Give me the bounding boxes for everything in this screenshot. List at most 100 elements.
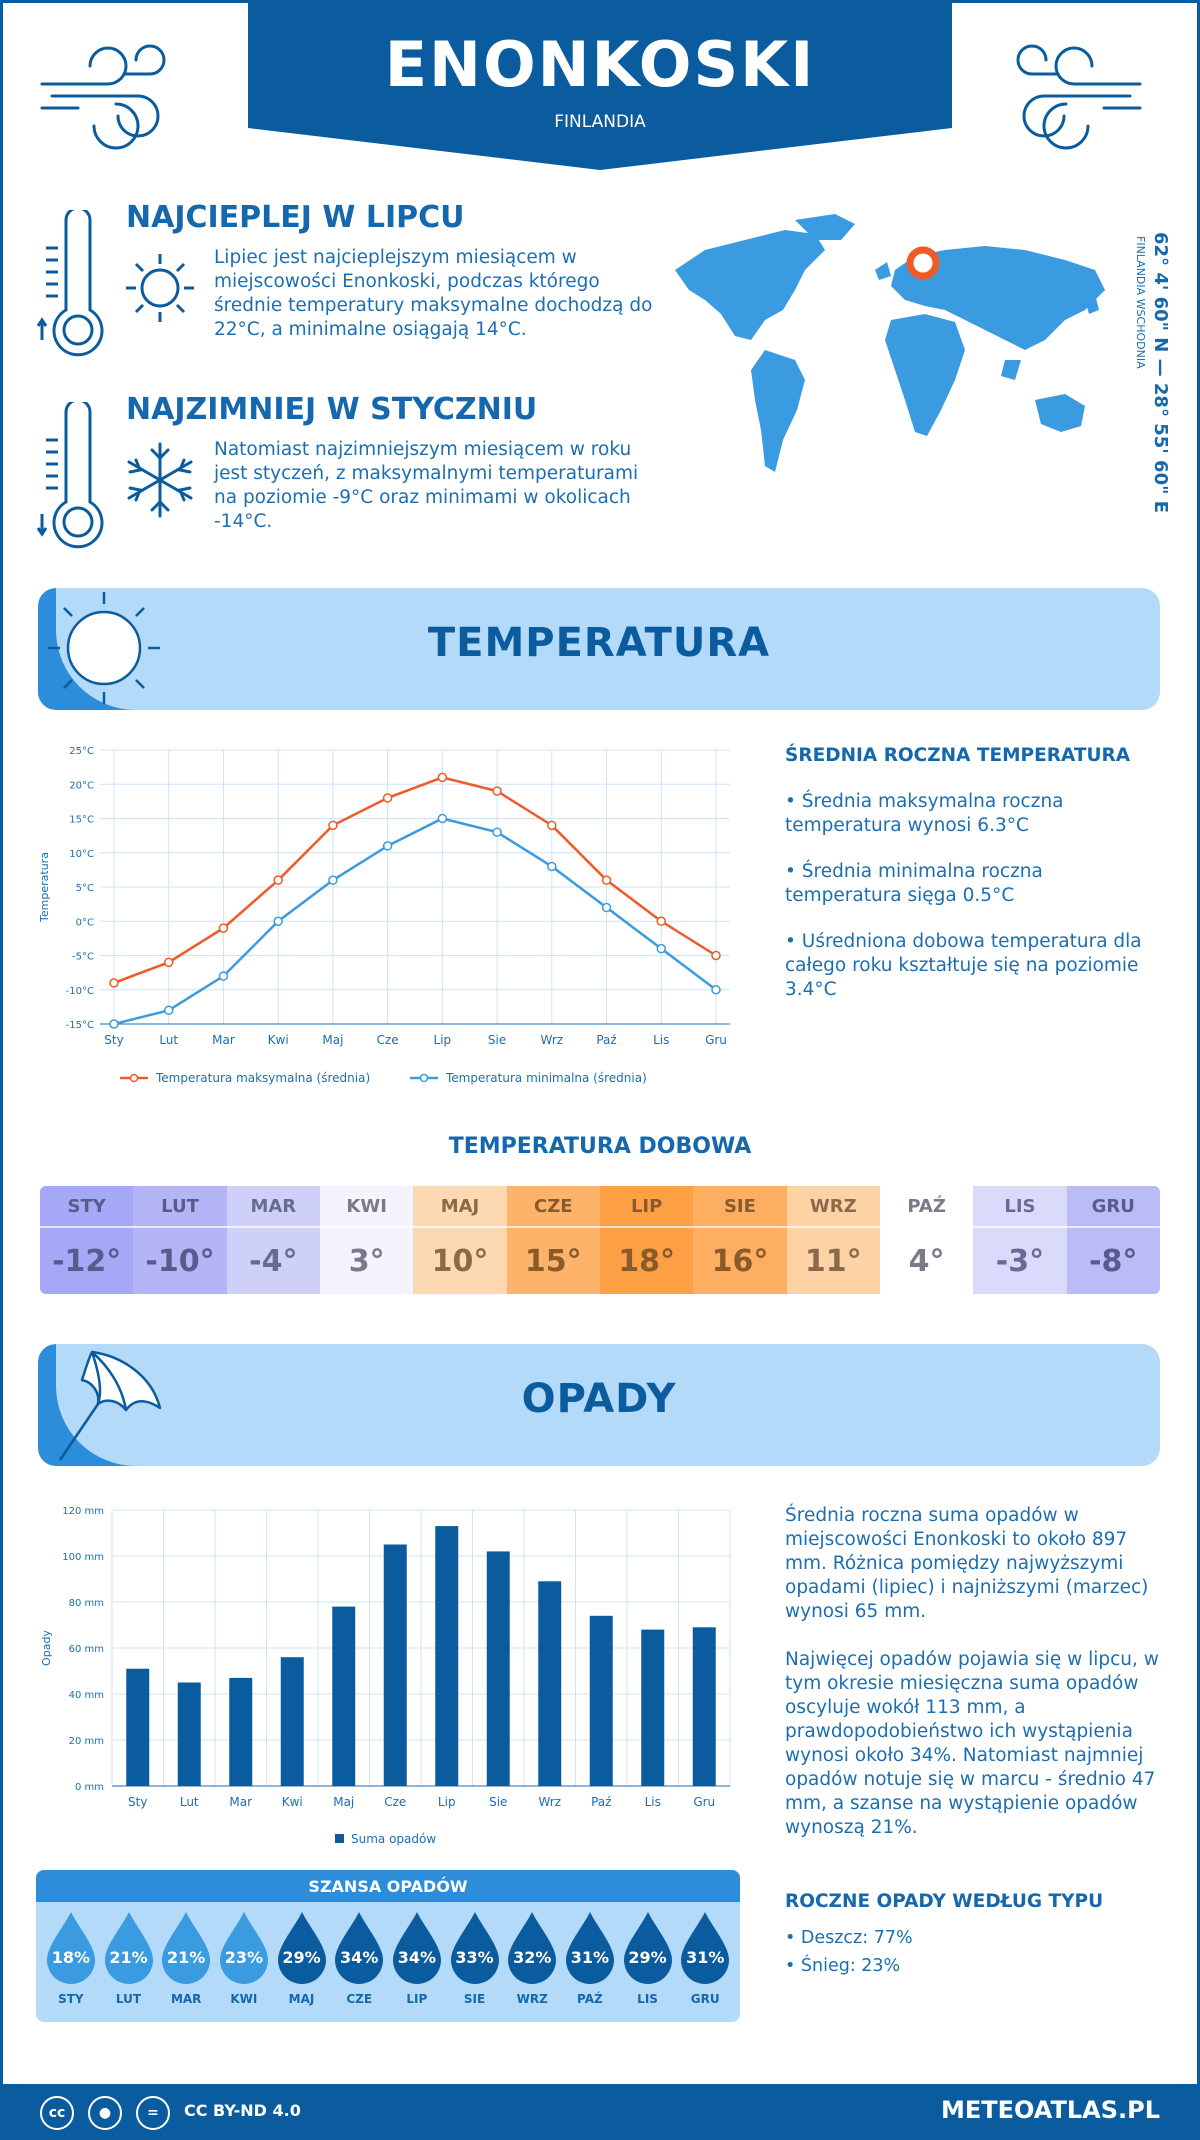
- precip-chance-month: WRZ: [516, 1992, 548, 2006]
- license-text[interactable]: CC BY-ND 4.0: [184, 2101, 301, 2120]
- precip-chance-month: GRU: [690, 1992, 720, 2006]
- precip-chance-value: 18%: [51, 1947, 90, 1967]
- daily-temp-value: -12°: [40, 1226, 134, 1294]
- daily-temp-cell: WRZ 11°: [786, 1186, 880, 1294]
- data-point: [656, 943, 667, 954]
- x-tick-label: Maj: [322, 1033, 343, 1047]
- precipitation-banner: OPADY: [38, 1344, 1160, 1466]
- daily-temp-month: MAR: [226, 1186, 320, 1226]
- precip-chance-item: 33% SIE: [446, 1910, 504, 2006]
- precipitation-chance-title: SZANSA OPADÓW: [36, 1870, 740, 1902]
- data-point: [601, 902, 612, 913]
- y-tick-label: 0 mm: [75, 1782, 104, 1793]
- region-name: FINLANDIA WSCHODNIA: [1134, 236, 1147, 369]
- daily-temp-cell: STY -12°: [40, 1186, 134, 1294]
- precipitation-bar: [435, 1526, 459, 1786]
- summary-max: • Średnia maksymalna roczna temperatura …: [785, 791, 1064, 836]
- no-derivatives-icon[interactable]: =: [136, 2096, 170, 2130]
- location-marker: [906, 246, 940, 280]
- data-point: [601, 875, 612, 885]
- precip-chance-month: LUT: [115, 1992, 142, 2006]
- x-tick-label: Mar: [229, 1795, 252, 1809]
- precipitation-bar: [538, 1581, 562, 1786]
- precip-chance-item: 34% CZE: [330, 1910, 388, 2006]
- raindrop-icon: [46, 1912, 95, 1984]
- precip-chance-item: 32% WRZ: [503, 1910, 561, 2006]
- x-tick-label: Kwi: [268, 1033, 289, 1047]
- hottest-month-block: NAJCIEPLEJ W LIPCU Lipiec jest najcieple…: [36, 200, 652, 360]
- raindrop-icon: [219, 1912, 268, 1984]
- raindrop-icon: [277, 1912, 326, 1984]
- y-tick-label: 5°C: [76, 883, 94, 894]
- daily-temp-cell: GRU -8°: [1066, 1186, 1160, 1294]
- daily-temp-cell: MAJ 10°: [413, 1186, 507, 1294]
- precipitation-bar: [332, 1606, 356, 1786]
- x-tick-label: Sty: [104, 1033, 123, 1047]
- daily-temp-value: -3°: [973, 1226, 1067, 1294]
- x-tick-label: Sie: [488, 1033, 506, 1047]
- cc-icon[interactable]: cc: [40, 2096, 74, 2130]
- thermometer-icon: [36, 402, 104, 549]
- y-tick-label: 0°C: [76, 917, 94, 928]
- raindrop-icon: [565, 1912, 614, 1984]
- precip-chance-month: STY: [58, 1992, 84, 2006]
- data-point: [437, 813, 448, 824]
- daily-temp-month: CZE: [506, 1186, 600, 1226]
- y-tick-label: 60 mm: [69, 1644, 104, 1655]
- precipitation-bar: [589, 1615, 613, 1786]
- precip-chance-month: CZE: [346, 1992, 373, 2006]
- site-link[interactable]: METEOATLAS.PL: [940, 2096, 1160, 2124]
- attribution-icon[interactable]: ●: [88, 2096, 122, 2130]
- data-point: [328, 875, 338, 885]
- daily-temp-value: 16°: [693, 1226, 787, 1294]
- daily-temp-month: GRU: [1066, 1186, 1160, 1226]
- daily-temp-value: 11°: [786, 1226, 880, 1294]
- daily-temp-value: 3°: [319, 1226, 414, 1294]
- raindrop-icon: [508, 1912, 557, 1984]
- data-point: [711, 985, 721, 995]
- precipitation-bar: [383, 1544, 407, 1786]
- daily-temp-month: SIE: [693, 1186, 787, 1226]
- precip-chance-item: 31% GRU: [676, 1910, 734, 2006]
- precip-chance-month: MAJ: [288, 1992, 315, 2006]
- precipitation-types-title: ROCZNE OPADY WEDŁUG TYPU: [785, 1891, 1104, 1912]
- country-name: FINLANDIA: [554, 112, 646, 132]
- world-map: [675, 214, 1105, 472]
- precip-chance-item: 18% STY: [42, 1910, 100, 2006]
- y-tick-label: 20°C: [69, 780, 94, 791]
- precip-chance-item: 31% PAŹ: [561, 1910, 619, 2006]
- precip-chance-item: 21% MAR: [157, 1910, 215, 2006]
- daily-temp-month: LIP: [599, 1186, 694, 1226]
- precip-chance-value: 29%: [628, 1947, 667, 1967]
- x-tick-label: Gru: [705, 1033, 727, 1047]
- precip-chance-item: 29% LIS: [619, 1910, 677, 2006]
- precip-chance-item: 29% MAJ: [273, 1910, 331, 2006]
- y-axis-label: Opady: [40, 1630, 53, 1666]
- daily-temp-month: MAJ: [413, 1186, 507, 1226]
- precip-chance-item: 34% LIP: [388, 1910, 446, 2006]
- precipitation-chart: 120 mm 100 mm 80 mm 60 mm 40 mm 20 mm 0 mm Opad…: [40, 1506, 731, 1846]
- data-point: [109, 1019, 119, 1029]
- precip-chance-month: LIS: [637, 1992, 658, 2006]
- precip-type-rain: • Deszcz: 77%: [785, 1928, 913, 1948]
- daily-temp-value: -8°: [1066, 1226, 1160, 1294]
- x-tick-label: Lis: [653, 1033, 669, 1047]
- x-tick-label: Lip: [438, 1795, 456, 1809]
- series-line: [113, 817, 717, 1026]
- data-point: [547, 820, 557, 831]
- precip-type-snow: • Śnieg: 23%: [785, 1956, 901, 1976]
- x-tick-label: Sty: [128, 1795, 147, 1809]
- precip-chance-month: SIE: [463, 1992, 486, 2006]
- raindrop-icon: [104, 1912, 153, 1984]
- x-tick-label: Wrz: [538, 1795, 561, 1809]
- data-point: [163, 957, 174, 968]
- x-tick-label: Gru: [693, 1795, 715, 1809]
- coldest-title: NAJZIMNIEJ W STYCZNIU: [126, 392, 538, 427]
- legend-label: Suma opadów: [351, 1832, 436, 1846]
- data-point: [273, 875, 283, 885]
- data-point: [437, 772, 448, 783]
- precip-chance-value: 33%: [455, 1947, 494, 1967]
- daily-temperature-table: STY -12° LUT -10° MAR -4° KWI 3° MAJ 10° CZE 15° LIP…: [40, 1186, 1160, 1294]
- precip-chance-value: 23%: [224, 1947, 263, 1967]
- y-tick-label: -15°C: [66, 1020, 94, 1031]
